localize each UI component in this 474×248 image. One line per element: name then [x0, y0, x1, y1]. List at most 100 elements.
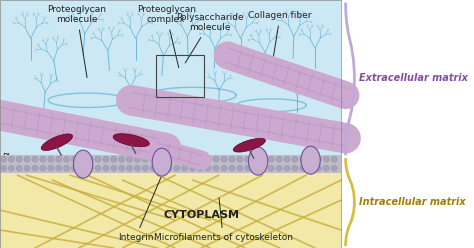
- Ellipse shape: [260, 156, 266, 162]
- Ellipse shape: [331, 156, 337, 162]
- Ellipse shape: [229, 156, 235, 162]
- Ellipse shape: [73, 150, 93, 178]
- Ellipse shape: [9, 165, 14, 171]
- Ellipse shape: [103, 165, 109, 171]
- Ellipse shape: [55, 156, 62, 162]
- Ellipse shape: [173, 165, 180, 171]
- Ellipse shape: [24, 165, 30, 171]
- Ellipse shape: [9, 156, 14, 162]
- Ellipse shape: [32, 156, 38, 162]
- Ellipse shape: [0, 156, 7, 162]
- Ellipse shape: [315, 165, 321, 171]
- Ellipse shape: [205, 156, 211, 162]
- Ellipse shape: [300, 156, 306, 162]
- Ellipse shape: [95, 156, 101, 162]
- Ellipse shape: [253, 156, 258, 162]
- Ellipse shape: [111, 156, 117, 162]
- Bar: [341, 0, 415, 248]
- Ellipse shape: [221, 156, 227, 162]
- Ellipse shape: [41, 134, 73, 151]
- Ellipse shape: [331, 165, 337, 171]
- Ellipse shape: [16, 165, 22, 171]
- Ellipse shape: [16, 156, 22, 162]
- Text: Plasma
membrane: Plasma membrane: [3, 154, 52, 173]
- Ellipse shape: [284, 156, 290, 162]
- Ellipse shape: [87, 165, 93, 171]
- Bar: [0, 155, 341, 173]
- Ellipse shape: [300, 165, 306, 171]
- Ellipse shape: [323, 165, 329, 171]
- Ellipse shape: [245, 165, 251, 171]
- Ellipse shape: [127, 165, 133, 171]
- Text: Proteoglycan
complex: Proteoglycan complex: [137, 5, 196, 68]
- Ellipse shape: [64, 156, 70, 162]
- Ellipse shape: [113, 134, 149, 147]
- Ellipse shape: [182, 165, 188, 171]
- Ellipse shape: [268, 156, 274, 162]
- Ellipse shape: [79, 156, 85, 162]
- Ellipse shape: [71, 165, 77, 171]
- Ellipse shape: [166, 156, 172, 162]
- Ellipse shape: [55, 165, 62, 171]
- Ellipse shape: [24, 156, 30, 162]
- Ellipse shape: [142, 165, 148, 171]
- Ellipse shape: [301, 146, 320, 174]
- Ellipse shape: [182, 156, 188, 162]
- Ellipse shape: [213, 165, 219, 171]
- Ellipse shape: [48, 156, 54, 162]
- Bar: [0, 0, 341, 248]
- Ellipse shape: [308, 156, 314, 162]
- Ellipse shape: [87, 156, 93, 162]
- Ellipse shape: [221, 165, 227, 171]
- Ellipse shape: [173, 156, 180, 162]
- Ellipse shape: [237, 156, 243, 162]
- Ellipse shape: [248, 147, 268, 175]
- Ellipse shape: [292, 156, 298, 162]
- Ellipse shape: [71, 156, 77, 162]
- Ellipse shape: [150, 165, 156, 171]
- Ellipse shape: [197, 165, 203, 171]
- Ellipse shape: [233, 138, 265, 152]
- Ellipse shape: [134, 165, 140, 171]
- Ellipse shape: [118, 165, 125, 171]
- Ellipse shape: [40, 165, 46, 171]
- Ellipse shape: [0, 165, 7, 171]
- Ellipse shape: [245, 156, 251, 162]
- Ellipse shape: [237, 165, 243, 171]
- Text: Extracellular matrix: Extracellular matrix: [359, 73, 468, 83]
- Text: Intracellular matrix: Intracellular matrix: [359, 197, 465, 207]
- Ellipse shape: [118, 156, 125, 162]
- Ellipse shape: [276, 165, 282, 171]
- Ellipse shape: [190, 156, 196, 162]
- Ellipse shape: [166, 165, 172, 171]
- Text: Microfilaments of cytoskeleton: Microfilaments of cytoskeleton: [154, 198, 292, 242]
- Text: Integrin: Integrin: [118, 178, 161, 242]
- Ellipse shape: [111, 165, 117, 171]
- Ellipse shape: [229, 165, 235, 171]
- Bar: [0, 165, 341, 248]
- Ellipse shape: [197, 156, 203, 162]
- Ellipse shape: [158, 165, 164, 171]
- Ellipse shape: [127, 156, 133, 162]
- Ellipse shape: [268, 165, 274, 171]
- Ellipse shape: [190, 165, 196, 171]
- Ellipse shape: [253, 165, 258, 171]
- Ellipse shape: [95, 165, 101, 171]
- Ellipse shape: [292, 165, 298, 171]
- Ellipse shape: [150, 156, 156, 162]
- Ellipse shape: [152, 148, 172, 176]
- Ellipse shape: [48, 165, 54, 171]
- Ellipse shape: [79, 165, 85, 171]
- Ellipse shape: [276, 156, 282, 162]
- Ellipse shape: [32, 165, 38, 171]
- Bar: [156, 55, 204, 97]
- Text: CYTOPLASM: CYTOPLASM: [163, 210, 239, 220]
- Ellipse shape: [213, 156, 219, 162]
- Text: Polysaccharide
molecule: Polysaccharide molecule: [176, 13, 244, 63]
- Ellipse shape: [315, 156, 321, 162]
- Ellipse shape: [284, 165, 290, 171]
- Text: Collagen fiber: Collagen fiber: [248, 11, 312, 68]
- Ellipse shape: [308, 165, 314, 171]
- Ellipse shape: [103, 156, 109, 162]
- Bar: [0, 0, 341, 168]
